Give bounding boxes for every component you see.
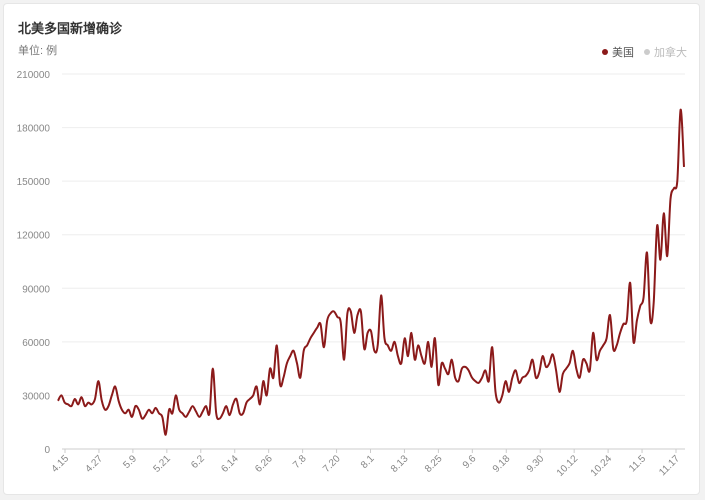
x-tick-label: 6.2 <box>189 453 207 471</box>
x-tick-label: 6.14 <box>219 453 241 475</box>
y-axis: 0 30000 60000 90000 120000 150000 180000 210000 <box>17 70 51 456</box>
y-tick-label: 60000 <box>22 338 50 349</box>
legend-item-canada[interactable]: 加拿大 <box>644 44 687 60</box>
x-tick-label: 8.1 <box>359 453 377 471</box>
legend-label-usa: 美国 <box>612 47 634 59</box>
x-tick-label: 5.21 <box>151 453 173 475</box>
x-tick-label: 5.9 <box>121 453 139 471</box>
unit-label: 单位: 例 <box>18 45 58 57</box>
y-tick-label: 90000 <box>22 284 50 295</box>
series-line-usa[interactable] <box>57 108 685 436</box>
x-tick-label: 10.12 <box>555 453 581 479</box>
x-tick-label: 10.24 <box>589 453 615 479</box>
chart-title: 北美多国新增确诊 <box>18 21 123 36</box>
x-tick-label: 4.15 <box>50 453 72 475</box>
legend-dot-canada <box>644 49 650 55</box>
chart-card: 北美多国新增确诊 单位: 例 美国 加拿大 <box>3 3 700 495</box>
x-tick-label: 8.25 <box>423 453 445 475</box>
y-tick-label: 30000 <box>22 391 50 402</box>
legend-item-usa[interactable]: 美国 <box>602 44 634 60</box>
x-tick-label: 4.27 <box>84 453 106 475</box>
x-tick-label: 7.20 <box>321 453 343 475</box>
legend: 美国 加拿大 <box>602 44 687 60</box>
x-tick-label: 11.17 <box>657 453 682 478</box>
legend-dot-usa <box>602 49 608 55</box>
x-tick-label: 11.5 <box>627 453 648 474</box>
x-tick-label: 9.18 <box>491 453 513 475</box>
y-tick-label: 150000 <box>17 177 51 188</box>
x-tick-label: 9.6 <box>461 453 479 471</box>
x-axis: 4.15 4.27 5.9 5.21 6.2 6.14 6.26 7.8 7.20 8.1 8.13… <box>50 449 682 479</box>
x-tick-label: 6.26 <box>253 453 275 475</box>
legend-label-canada: 加拿大 <box>654 47 687 59</box>
x-tick-label: 8.13 <box>389 453 411 475</box>
x-tick-label: 9.30 <box>525 453 547 475</box>
series-layer <box>57 108 685 436</box>
y-tick-label: 0 <box>44 445 50 456</box>
y-tick-label: 180000 <box>17 124 51 135</box>
y-tick-label: 120000 <box>17 231 51 242</box>
y-tick-label: 210000 <box>17 70 51 81</box>
x-tick-label: 7.8 <box>291 453 309 471</box>
grid <box>62 73 685 450</box>
